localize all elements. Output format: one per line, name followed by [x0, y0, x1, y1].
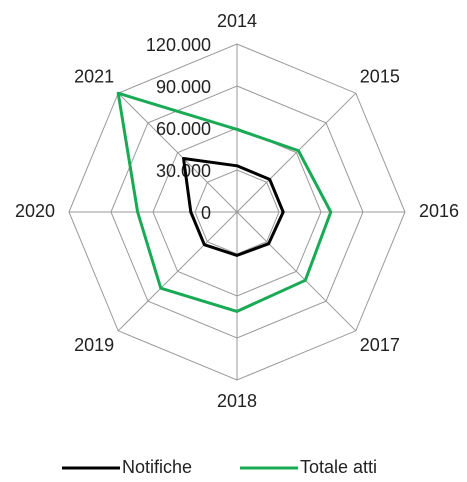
spoke — [236, 211, 357, 332]
tick-label: 90.000 — [156, 77, 211, 97]
spoke — [117, 211, 238, 332]
category-label: 2014 — [217, 11, 257, 31]
category-label: 2018 — [217, 391, 257, 411]
category-label: 2019 — [74, 335, 114, 355]
tick-label: 120.000 — [146, 35, 211, 55]
series-line — [116, 91, 333, 313]
category-label: 2021 — [74, 66, 114, 86]
category-label: 2015 — [360, 66, 400, 86]
tick-label: 30.000 — [156, 161, 211, 181]
legend-label: Totale atti — [300, 457, 377, 477]
series-line — [182, 157, 285, 257]
category-label: 2016 — [419, 201, 459, 221]
tick-label: 0 — [201, 203, 211, 223]
spoke — [117, 92, 238, 213]
category-label: 2020 — [15, 201, 55, 221]
category-label: 2017 — [360, 335, 400, 355]
spoke — [236, 92, 357, 213]
tick-label: 60.000 — [156, 119, 211, 139]
legend-label: Notifiche — [122, 457, 192, 477]
